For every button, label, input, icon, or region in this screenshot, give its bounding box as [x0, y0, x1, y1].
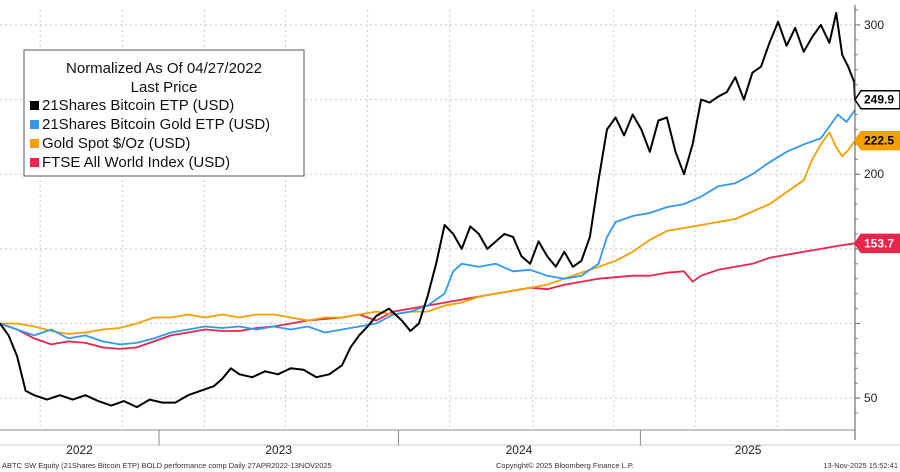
last-price-badge: 222.5	[854, 130, 900, 151]
footer-left: ABTC SW Equity (21Shares Bitcoin ETP) BO…	[2, 461, 332, 470]
legend-subtitle: Last Price	[131, 79, 198, 96]
y-tick-label: 300	[864, 18, 884, 32]
last-price-badge: 249.9	[854, 89, 900, 110]
legend-entry: 21Shares Bitcoin Gold ETP (USD)	[42, 116, 270, 133]
legend-items: 21Shares Bitcoin ETP (USD) 21Shares Bitco…	[30, 97, 270, 171]
x-tick-label: 2025	[735, 443, 762, 457]
legend: Normalized As Of 04/27/2022 Last Price 2…	[23, 49, 305, 177]
series-line	[0, 242, 856, 350]
legend-entry: 21Shares Bitcoin ETP (USD)	[42, 97, 234, 114]
y-axis: 50 200 300	[854, 5, 884, 440]
badge-label: 222.5	[864, 134, 894, 148]
legend-entry: FTSE All World Index (USD)	[42, 154, 230, 171]
series-line	[0, 12, 856, 409]
badge-shape	[854, 233, 900, 254]
x-tick-label: 2023	[265, 443, 292, 457]
legend-swatch	[30, 101, 39, 110]
badge-shape	[854, 130, 900, 151]
legend-title: Normalized As Of 04/27/2022	[66, 60, 262, 77]
badge-label: 249.9	[864, 93, 894, 107]
badge-shape	[854, 89, 900, 110]
legend-swatch	[30, 120, 39, 129]
legend-box	[23, 49, 305, 177]
series-line	[0, 109, 856, 346]
last-price-badges: 249.9 222.5 153.7	[854, 89, 900, 254]
legend-swatch	[30, 139, 39, 148]
footer-right: 13-Nov-2025 15:52:41	[823, 461, 898, 470]
footer-center: Copyright© 2025 Bloomberg Finance L.P.	[496, 461, 634, 470]
y-tick-label: 50	[864, 391, 878, 405]
y-tick-label: 200	[864, 167, 884, 181]
series-layer	[0, 12, 856, 409]
x-tick-label: 2022	[66, 443, 93, 457]
legend-swatch	[30, 158, 39, 167]
x-axis: 2022 2023 2024 2025	[0, 429, 855, 457]
last-price-badge: 153.7	[854, 233, 900, 254]
x-tick-label: 2024	[506, 443, 533, 457]
series-line	[0, 131, 856, 335]
legend-entry: Gold Spot $/Oz (USD)	[42, 135, 190, 152]
badge-label: 153.7	[864, 236, 894, 250]
